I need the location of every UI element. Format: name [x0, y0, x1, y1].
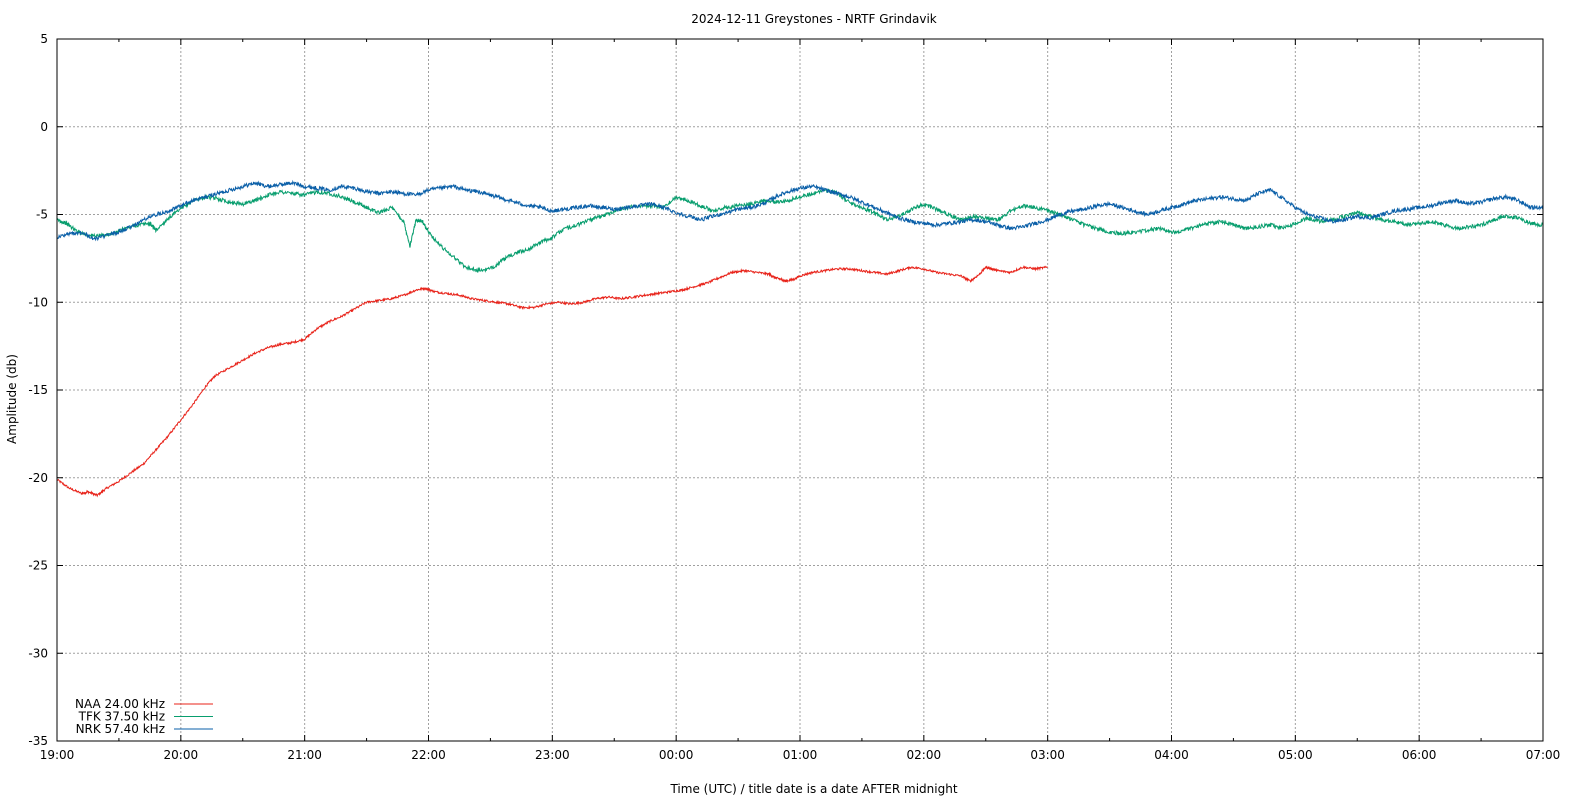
plot-frame [56, 38, 1544, 742]
y-tick-label: -15 [28, 383, 48, 397]
x-tick-label: 23:00 [535, 748, 570, 762]
legend-label: NRK 57.40 kHz [76, 722, 165, 736]
legend-label: NAA 24.00 kHz [75, 697, 165, 711]
x-tick-label: 07:00 [1526, 748, 1561, 762]
y-tick-label: -20 [28, 471, 48, 485]
y-tick-label: -35 [28, 734, 48, 748]
y-tick-label: -5 [36, 208, 48, 222]
chart-title: 2024-12-11 Greystones - NRTF Grindavik [691, 12, 937, 26]
y-tick-label: 0 [40, 120, 48, 134]
series-line-0 [56, 265, 1048, 498]
y-tick-label: -10 [28, 295, 48, 309]
x-tick-label: 02:00 [907, 748, 942, 762]
x-tick-label: 22:00 [411, 748, 446, 762]
axis-ticks: 19:00 20:00 21:00 22:00 23:00 00:00 01:00 02:00… [28, 32, 1560, 762]
y-tick-label: 5 [40, 32, 48, 46]
y-axis-label: Amplitude (db) [5, 354, 19, 444]
grid-lines [57, 39, 1543, 741]
y-tick-label: -25 [28, 559, 48, 573]
x-tick-label: 04:00 [1154, 748, 1189, 762]
series-lines [56, 179, 1544, 498]
x-tick-label: 21:00 [287, 748, 322, 762]
series-line-2 [56, 179, 1544, 242]
x-tick-label: 20:00 [164, 748, 199, 762]
x-tick-label: 00:00 [659, 748, 694, 762]
x-tick-label: 05:00 [1278, 748, 1313, 762]
x-axis-label: Time (UTC) / title date is a date AFTER … [669, 782, 957, 796]
x-tick-label: 03:00 [1030, 748, 1065, 762]
y-tick-label: -30 [28, 646, 48, 660]
x-tick-label: 01:00 [783, 748, 818, 762]
legend-label: TFK 37.50 kHz [78, 710, 165, 724]
series-line-1 [56, 188, 1544, 273]
x-tick-label: 19:00 [40, 748, 75, 762]
x-tick-label: 06:00 [1402, 748, 1437, 762]
